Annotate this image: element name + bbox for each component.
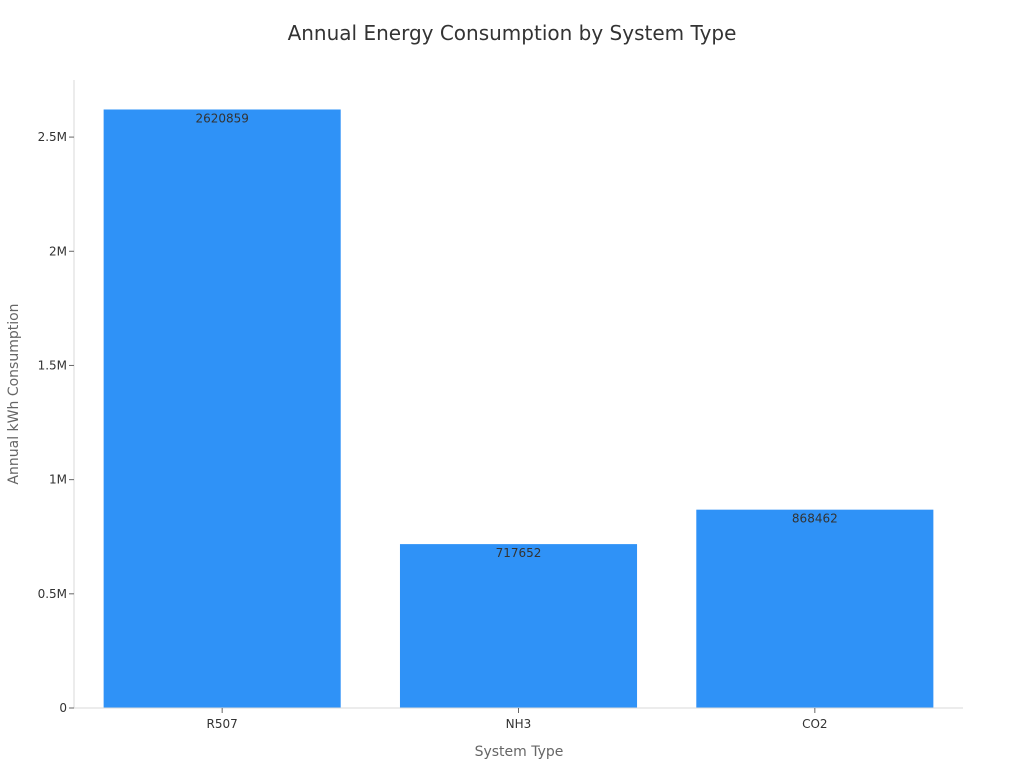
- y-ticks-group: 0 0.5M 1M 1.5M 2M 2.5M: [38, 130, 74, 715]
- y-axis-title: Annual kWh Consumption: [6, 303, 22, 484]
- y-tick-label-5: 2.5M: [38, 130, 67, 144]
- x-tick-label-co2: CO2: [802, 717, 827, 731]
- y-tick-label-1: 0.5M: [38, 587, 67, 601]
- y-tick-label-3: 1.5M: [38, 358, 67, 372]
- x-tick-label-nh3: NH3: [506, 717, 532, 731]
- x-axis-title: System Type: [475, 744, 564, 760]
- x-ticks-group: R507 NH3 CO2: [207, 708, 828, 731]
- x-tick-label-r507: R507: [207, 717, 238, 731]
- y-tick-label-0: 0: [59, 701, 67, 715]
- y-tick-label-2: 1M: [49, 473, 67, 487]
- y-tick-label-4: 2M: [49, 244, 67, 258]
- bar-nh3: [399, 544, 638, 708]
- bar-r507: [103, 109, 341, 709]
- data-label-r507: 2620859: [195, 111, 248, 125]
- bars-group: [103, 109, 934, 709]
- data-label-co2: 868462: [792, 512, 838, 526]
- data-label-nh3: 717652: [496, 546, 542, 560]
- data-labels-group: 2620859 717652 868462: [195, 111, 837, 560]
- bar-co2: [696, 509, 934, 708]
- chart-title: Annual Energy Consumption by System Type: [288, 21, 737, 45]
